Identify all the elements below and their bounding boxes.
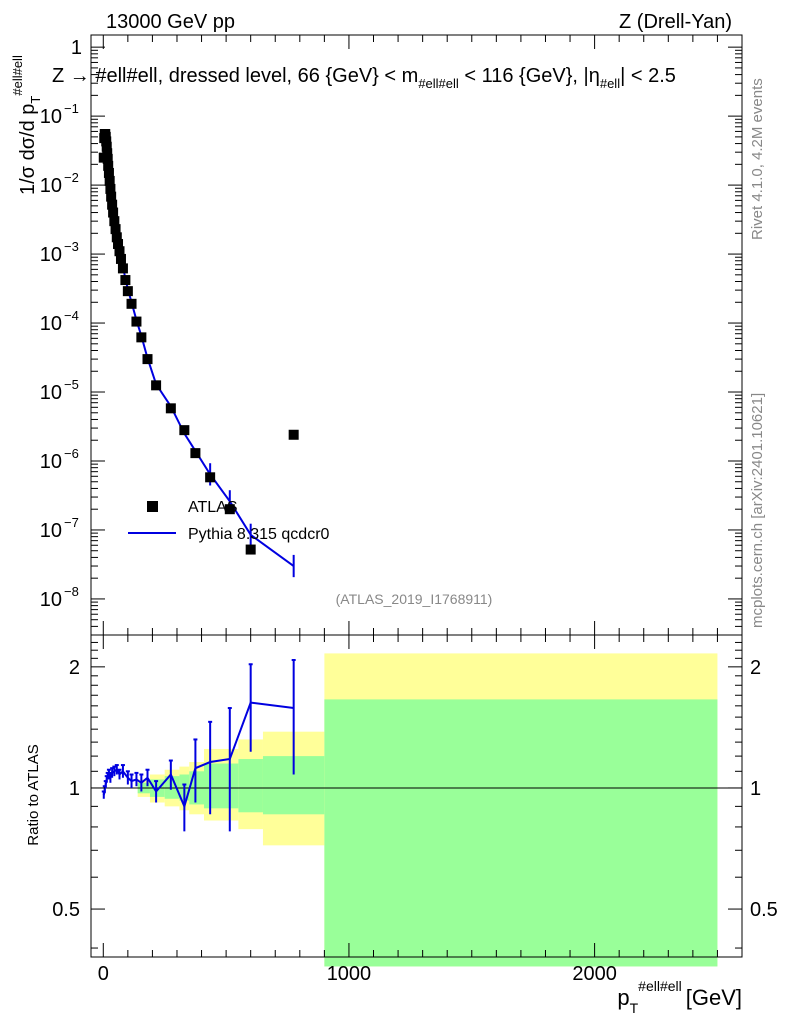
data-point: [131, 316, 142, 327]
y-tick-label: 10: [40, 313, 62, 335]
data-point: [107, 199, 118, 210]
ratio-y-tick-label-right: 1: [750, 778, 761, 800]
ratio-axis-label: Ratio to ATLAS: [25, 744, 42, 845]
ratio-panel: 0 1000 2000 0.5 0.5 1 1 2 2: [52, 35, 778, 985]
data-point: [224, 504, 235, 515]
header-left: 13000 GeV pp: [106, 11, 235, 33]
title-sub-eta: #ell: [600, 76, 620, 91]
rivet-label: Rivet 4.1.0, 4.2M events: [749, 78, 766, 240]
y-tick-label: 10: [40, 451, 62, 473]
data-point: [103, 167, 114, 178]
data-point: [101, 136, 112, 147]
header-right: Z (Drell-Yan): [619, 11, 732, 33]
y-tick-label: 10: [40, 244, 62, 266]
x-axis-label-sup: #ell#ell: [638, 978, 682, 994]
data-point: [109, 216, 120, 227]
y-tick-exponent: −2: [64, 170, 79, 185]
data-point: [110, 224, 121, 235]
y-tick-exponent: −7: [64, 515, 79, 530]
x-axis-label-sub: T: [630, 1000, 639, 1016]
data-point: [115, 253, 126, 264]
y-tick-exponent: −4: [64, 308, 79, 323]
x-axis-label-unit: [GeV]: [686, 985, 742, 1010]
y-tick-label: 1: [71, 37, 82, 59]
data-point: [288, 429, 299, 440]
x-axis-label-main: p: [617, 985, 629, 1010]
y-tick-label: 10: [40, 382, 62, 404]
ratio-y-tick-label: 2: [69, 657, 80, 679]
data-point: [114, 246, 125, 257]
y-axis-label: 1/σ dσ/d pT#ell#ell: [10, 55, 43, 195]
legend-mc-label: Pythia 8.315 qcdcr0: [188, 526, 330, 543]
data-point: [122, 286, 133, 297]
y-tick-exponent: −1: [64, 101, 79, 116]
x-tick-label: 1000: [327, 963, 372, 985]
ratio-band-inner: [238, 759, 263, 813]
title-sub-mass: #ell#ell: [418, 76, 459, 91]
title-main: Z → #ell#ell, dressed level, 66 {GeV} < …: [52, 65, 418, 87]
data-point: [117, 263, 128, 274]
x-tick-label: 0: [98, 963, 109, 985]
data-point: [103, 160, 114, 171]
legend-data-label: ATLAS: [188, 499, 238, 516]
y-axis-label-sup: #ell#ell: [10, 55, 25, 96]
y-axis-label-main: 1/σ dσ/d p: [17, 104, 39, 195]
y-tick-label: 10: [40, 520, 62, 542]
title-tail: | < 2.5: [620, 65, 676, 87]
ratio-y-tick-label-right: 2: [750, 657, 761, 679]
ratio-y-tick-label-right: 0.5: [750, 899, 778, 921]
y-tick-exponent: −8: [64, 584, 79, 599]
y-tick-exponent: −6: [64, 446, 79, 461]
data-point: [165, 403, 176, 414]
data-point: [108, 207, 119, 218]
y-tick-label: 10: [40, 175, 62, 197]
data-point: [102, 153, 113, 164]
x-tick-label: 2000: [572, 963, 617, 985]
x-axis-label: pT #ell#ell [GeV]: [617, 978, 742, 1016]
data-point: [104, 175, 115, 186]
main-panel: 10 −810 −710 −610 −510 −410 −310 −210 −11: [40, 34, 743, 636]
ratio-band-inner: [324, 699, 718, 967]
data-point: [105, 183, 116, 194]
y-axis-label-sub: T: [28, 96, 43, 104]
data-point: [136, 332, 147, 343]
data-point: [205, 472, 216, 483]
y-tick-exponent: −5: [64, 377, 79, 392]
main-frame: [90, 34, 743, 636]
ratio-frame: [90, 634, 743, 958]
data-point: [113, 238, 124, 249]
reference-label: mcplots.cern.ch [arXiv:2401.10621]: [749, 393, 766, 628]
data-point: [102, 148, 113, 159]
data-point: [151, 380, 162, 391]
data-point: [126, 298, 137, 309]
y-tick-label: 10: [40, 589, 62, 611]
ratio-y-tick-label: 1: [69, 778, 80, 800]
y-tick-exponent: −3: [64, 239, 79, 254]
data-point: [106, 191, 117, 202]
y-tick-label: 10: [40, 106, 62, 128]
data-point: [142, 354, 153, 365]
title-mid: < 116 {GeV}, |η: [459, 65, 600, 87]
ratio-band-inner: [164, 776, 180, 799]
data-point: [190, 448, 201, 459]
data-point: [101, 141, 112, 152]
legend-data-marker: [147, 501, 158, 512]
data-point: [120, 275, 131, 286]
ratio-y-tick-label: 0.5: [52, 899, 80, 921]
legend: ATLAS Pythia 8.315 qcdcr0: [128, 499, 330, 543]
plot-title: Z → #ell#ell, dressed level, 66 {GeV} < …: [52, 65, 676, 91]
data-point: [245, 544, 256, 555]
analysis-watermark: (ATLAS_2019_I1768911): [336, 591, 493, 607]
data-point: [179, 425, 190, 436]
data-point: [111, 232, 122, 243]
